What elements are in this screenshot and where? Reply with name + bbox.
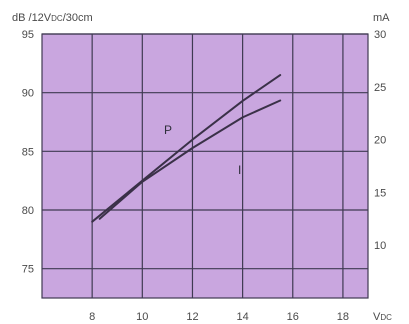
x-axis-label: VDC [373,311,392,323]
x-tick-label: 10 [136,311,148,323]
x-tick-label: 8 [89,311,95,323]
right-tick-label: 30 [374,29,386,41]
x-tick-label: 18 [337,311,349,323]
plot-border [41,33,369,299]
plot-area [42,34,368,298]
curves [91,74,282,223]
series-label-i: I [238,163,241,177]
series-line-i [98,99,282,220]
left-tick-label: 95 [22,29,34,41]
right-tick-label: 15 [374,187,386,199]
right-axis-label: mA [373,12,390,24]
x-tick-label: 14 [236,311,248,323]
right-tick-label: 20 [374,135,386,147]
left-tick-label: 90 [22,88,34,100]
x-tick-label: 12 [186,311,198,323]
left-tick-label: 75 [22,264,34,276]
left-tick-label: 80 [22,205,34,217]
grid [41,33,369,299]
series-label-p: P [164,123,172,137]
series-line-p [91,74,282,223]
right-tick-label: 25 [374,82,386,94]
right-tick-label: 10 [374,240,386,252]
left-axis-label: dB /12VDC/30cm [12,12,93,24]
x-tick-label: 16 [287,311,299,323]
tick-labels: 75 80 85 90 95 10 15 20 25 30 8 10 12 14 16 18 [22,29,387,323]
left-tick-label: 85 [22,146,34,158]
